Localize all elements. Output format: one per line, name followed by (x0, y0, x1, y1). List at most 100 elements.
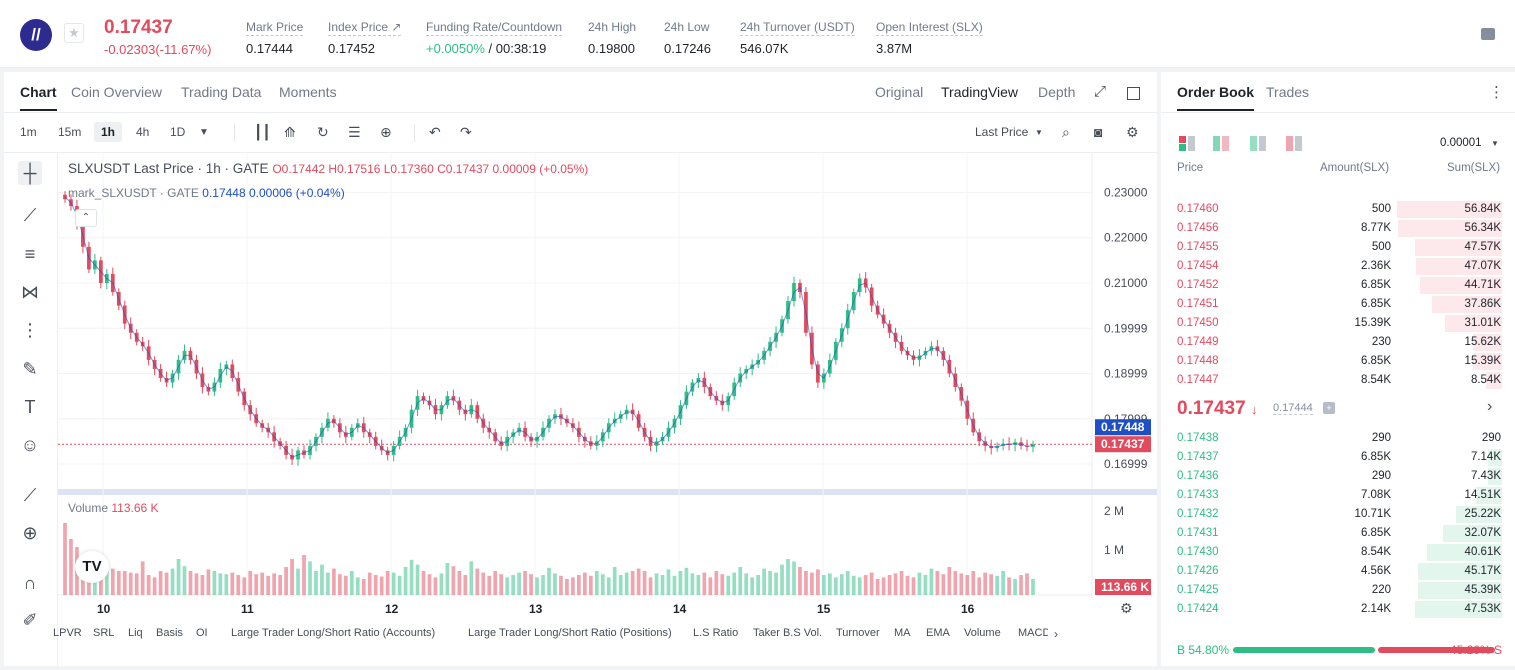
ask-row[interactable]: 0.17455 500 47.57K (1161, 238, 1515, 257)
stat-label[interactable]: Funding Rate/Countdown (426, 20, 563, 36)
window-icon[interactable] (1127, 87, 1140, 100)
tab-trades[interactable]: Trades (1266, 84, 1310, 100)
bid-row[interactable]: 0.17438 290 290 (1161, 429, 1515, 448)
gear-icon[interactable]: ⚙ (1126, 124, 1139, 140)
fib-levels-icon[interactable]: ≡ (24, 244, 36, 264)
indicator-oi[interactable]: OI (196, 627, 208, 639)
tab-coin-overview[interactable]: Coin Overview (71, 84, 163, 100)
ask-row[interactable]: 0.17454 2.36K 47.07K (1161, 257, 1515, 276)
projection-icon[interactable]: ⋮ (21, 320, 39, 340)
asks-filter-icon[interactable] (1286, 136, 1302, 151)
chevron-right-icon[interactable]: › (1054, 627, 1058, 641)
indicator-large-trader-accounts[interactable]: Large Trader Long/Short Ratio (Accounts) (231, 627, 436, 639)
indicators-icon[interactable]: ⟰ (284, 124, 296, 140)
candle-type-icon[interactable]: ┃┃ (254, 124, 271, 140)
brush-icon[interactable]: ✎ (22, 359, 38, 379)
tab-chart[interactable]: Chart (20, 84, 57, 111)
crosshair-icon[interactable]: ┼ (18, 161, 42, 185)
undo-icon[interactable]: ↶ (429, 124, 441, 140)
indicator-liq[interactable]: Liq (128, 627, 143, 639)
timeframe-dropdown-icon[interactable]: ▼ (199, 127, 209, 138)
ask-row[interactable]: 0.17450 15.39K 31.01K (1161, 314, 1515, 333)
bid-row[interactable]: 0.17432 10.71K 25.22K (1161, 505, 1515, 524)
bid-row[interactable]: 0.17431 6.85K 32.07K (1161, 524, 1515, 543)
timeframe-4h[interactable]: 4h (136, 125, 150, 139)
timeframe-15m[interactable]: 15m (58, 125, 82, 139)
pattern-icon[interactable]: ⋈ (21, 282, 39, 302)
lock-drawing-icon[interactable]: ✐ (22, 610, 38, 630)
price-chart[interactable]: 0.23000 0.22000 0.21000 0.19999 0.18999 0.179… (53, 153, 1157, 666)
chevron-down-icon[interactable]: ▼ (1035, 128, 1043, 137)
collapse-legend-icon[interactable]: ⌃ (75, 209, 97, 227)
bid-row[interactable]: 0.17437 6.85K 7.14K (1161, 448, 1515, 467)
trendline-icon[interactable]: ⟋ (23, 205, 37, 225)
view-depth[interactable]: Depth (1038, 84, 1076, 100)
timeframe-1h[interactable]: 1h (94, 122, 123, 142)
bids-filter-icon[interactable] (1250, 136, 1266, 151)
add-indicator-icon[interactable]: ⊕ (380, 124, 392, 140)
indicator-volume[interactable]: Volume (964, 627, 1001, 639)
chevron-right-icon[interactable]: › (1487, 398, 1493, 415)
bids-only-filter-icon[interactable] (1213, 136, 1229, 151)
magnet-icon[interactable]: ∩ (23, 573, 37, 593)
replay-icon[interactable]: ↻ (317, 124, 329, 140)
text-tool-icon[interactable]: T (24, 397, 36, 417)
ask-row[interactable]: 0.17456 8.77K 56.34K (1161, 219, 1515, 238)
expand-icon[interactable]: ⤢ (1094, 83, 1107, 100)
search-icon[interactable]: ⌕ (1062, 124, 1070, 140)
price-type-select[interactable]: Last Price (975, 125, 1029, 139)
more-icon[interactable]: ⋮ (1489, 84, 1504, 101)
ask-row[interactable]: 0.17452 6.85K 44.71K (1161, 276, 1515, 295)
tab-moments[interactable]: Moments (279, 84, 337, 100)
volume-bar (780, 564, 784, 595)
indicator-basis[interactable]: Basis (156, 627, 183, 639)
redo-icon[interactable]: ↷ (460, 124, 472, 140)
chart-settings-icon[interactable]: ⚙ (1120, 600, 1133, 616)
ask-row[interactable]: 0.17451 6.85K 37.86K (1161, 295, 1515, 314)
ask-amount: 2.36K (1360, 260, 1391, 272)
ask-row[interactable]: 0.17448 6.85K 15.39K (1161, 352, 1515, 371)
ask-row[interactable]: 0.17460 500 56.84K (1161, 200, 1515, 219)
bid-row[interactable]: 0.17433 7.08K 14.51K (1161, 486, 1515, 505)
favorite-star-icon[interactable]: ★ (64, 23, 84, 43)
indicator-lpvr[interactable]: LPVR (53, 627, 82, 639)
tab-order-book[interactable]: Order Book (1177, 84, 1255, 111)
camera-icon[interactable]: ◙ (1094, 124, 1103, 140)
view-original[interactable]: Original (875, 84, 924, 100)
indicator-ls-ratio[interactable]: L.S Ratio (693, 627, 739, 639)
indicator-macd[interactable]: MACD (1018, 627, 1048, 639)
precision-select[interactable]: 0.00001 (1440, 137, 1482, 149)
bid-row[interactable]: 0.17426 4.56K 45.17K (1161, 562, 1515, 581)
indicator-taker-bs-vol[interactable]: Taker B.S Vol. (753, 627, 823, 639)
stat-label[interactable]: Mark Price (246, 20, 304, 36)
view-tradingview[interactable]: TradingView (941, 84, 1019, 100)
bid-row[interactable]: 0.17430 8.54K 40.61K (1161, 543, 1515, 562)
bid-sum: 25.22K (1464, 508, 1501, 520)
timeframe-1m[interactable]: 1m (20, 125, 37, 139)
bid-row[interactable]: 0.17424 2.14K 47.53K (1161, 600, 1515, 619)
tab-trading-data[interactable]: Trading Data (181, 84, 262, 100)
ruler-icon[interactable]: ⟋ (23, 485, 37, 505)
emoji-icon[interactable]: ☺ (20, 435, 40, 455)
ask-row[interactable]: 0.17449 230 15.62K (1161, 333, 1515, 352)
stat-label[interactable]: 24h Turnover (USDT) (740, 20, 855, 36)
bid-row[interactable]: 0.17425 220 45.39K (1161, 581, 1515, 600)
bid-row[interactable]: 0.17436 290 7.43K (1161, 467, 1515, 486)
volume-bar (152, 577, 157, 595)
book-icon[interactable] (1481, 28, 1495, 40)
indicator-turnover[interactable]: Turnover (836, 627, 880, 639)
candlestick-chart-svg[interactable]: 0.230000.220000.210000.199990.189990.179… (58, 153, 1157, 620)
both-sides-filter-icon[interactable] (1179, 136, 1195, 151)
zoom-in-icon[interactable]: ⊕ (22, 523, 38, 543)
stat-label[interactable]: Open Interest (SLX) (876, 20, 983, 36)
templates-icon[interactable]: ☰ (348, 124, 361, 140)
indicator-ma[interactable]: MA (894, 627, 911, 639)
pane-separator[interactable] (58, 489, 1157, 495)
chevron-down-icon[interactable]: ▼ (1491, 139, 1499, 148)
ask-row[interactable]: 0.17447 8.54K 8.54K (1161, 371, 1515, 390)
indicator-large-trader-positions[interactable]: Large Trader Long/Short Ratio (Positions… (468, 627, 672, 639)
indicator-srl[interactable]: SRL (93, 627, 115, 639)
timeframe-1d[interactable]: 1D (170, 125, 186, 139)
stat-label[interactable]: Index Price ↗ (328, 20, 402, 36)
indicator-ema[interactable]: EMA (926, 627, 950, 639)
